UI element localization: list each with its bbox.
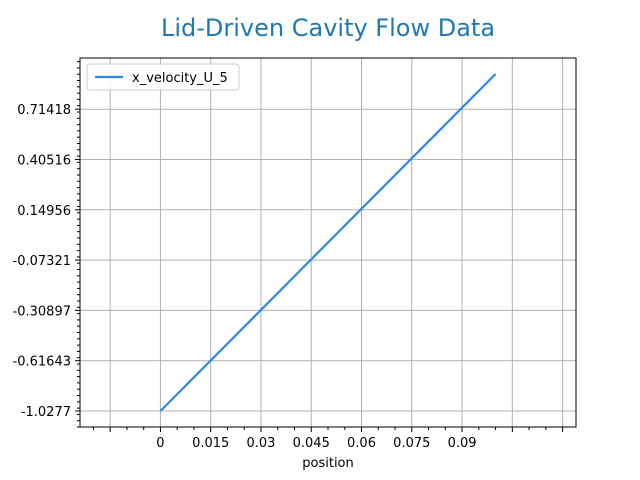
series-layer: [159, 73, 497, 412]
chart-title: Lid-Driven Cavity Flow Data: [160, 14, 496, 42]
x-axis-label: position: [302, 456, 354, 471]
y-tick-label: -0.30897: [13, 304, 71, 319]
legend-label: x_velocity_U_5: [132, 71, 228, 86]
legend: x_velocity_U_5: [86, 63, 240, 91]
x-tick-layer: 0 0.015 0.03 0.045 0.06 0.075 0.09: [109, 427, 564, 451]
x-tick-label: 0.09: [448, 436, 477, 451]
y-tick-layer: -1.0277 -0.61643 -0.30897 -0.07321 0.14956 0.…: [13, 103, 80, 420]
y-tick-label: 0.40516: [17, 154, 71, 169]
y-tick-label: 0.14956: [17, 204, 71, 219]
grid-layer: [80, 58, 576, 427]
y-tick-label: -0.61643: [13, 355, 71, 370]
minor-tick-layer: [77, 61, 547, 430]
x-tick-label: 0.045: [293, 436, 330, 451]
x-tick-label: 0.06: [347, 436, 376, 451]
y-tick-label: 0.71418: [17, 103, 71, 118]
y-tick-label: -1.0277: [21, 405, 71, 420]
x-tick-label: 0.015: [192, 436, 229, 451]
y-tick-label: -0.07321: [13, 254, 71, 269]
x-tick-label: 0.075: [393, 436, 430, 451]
legend-box: [86, 63, 240, 91]
x-tick-label: 0.03: [246, 436, 275, 451]
series-line: [159, 73, 497, 412]
x-tick-label: 0: [156, 436, 164, 451]
